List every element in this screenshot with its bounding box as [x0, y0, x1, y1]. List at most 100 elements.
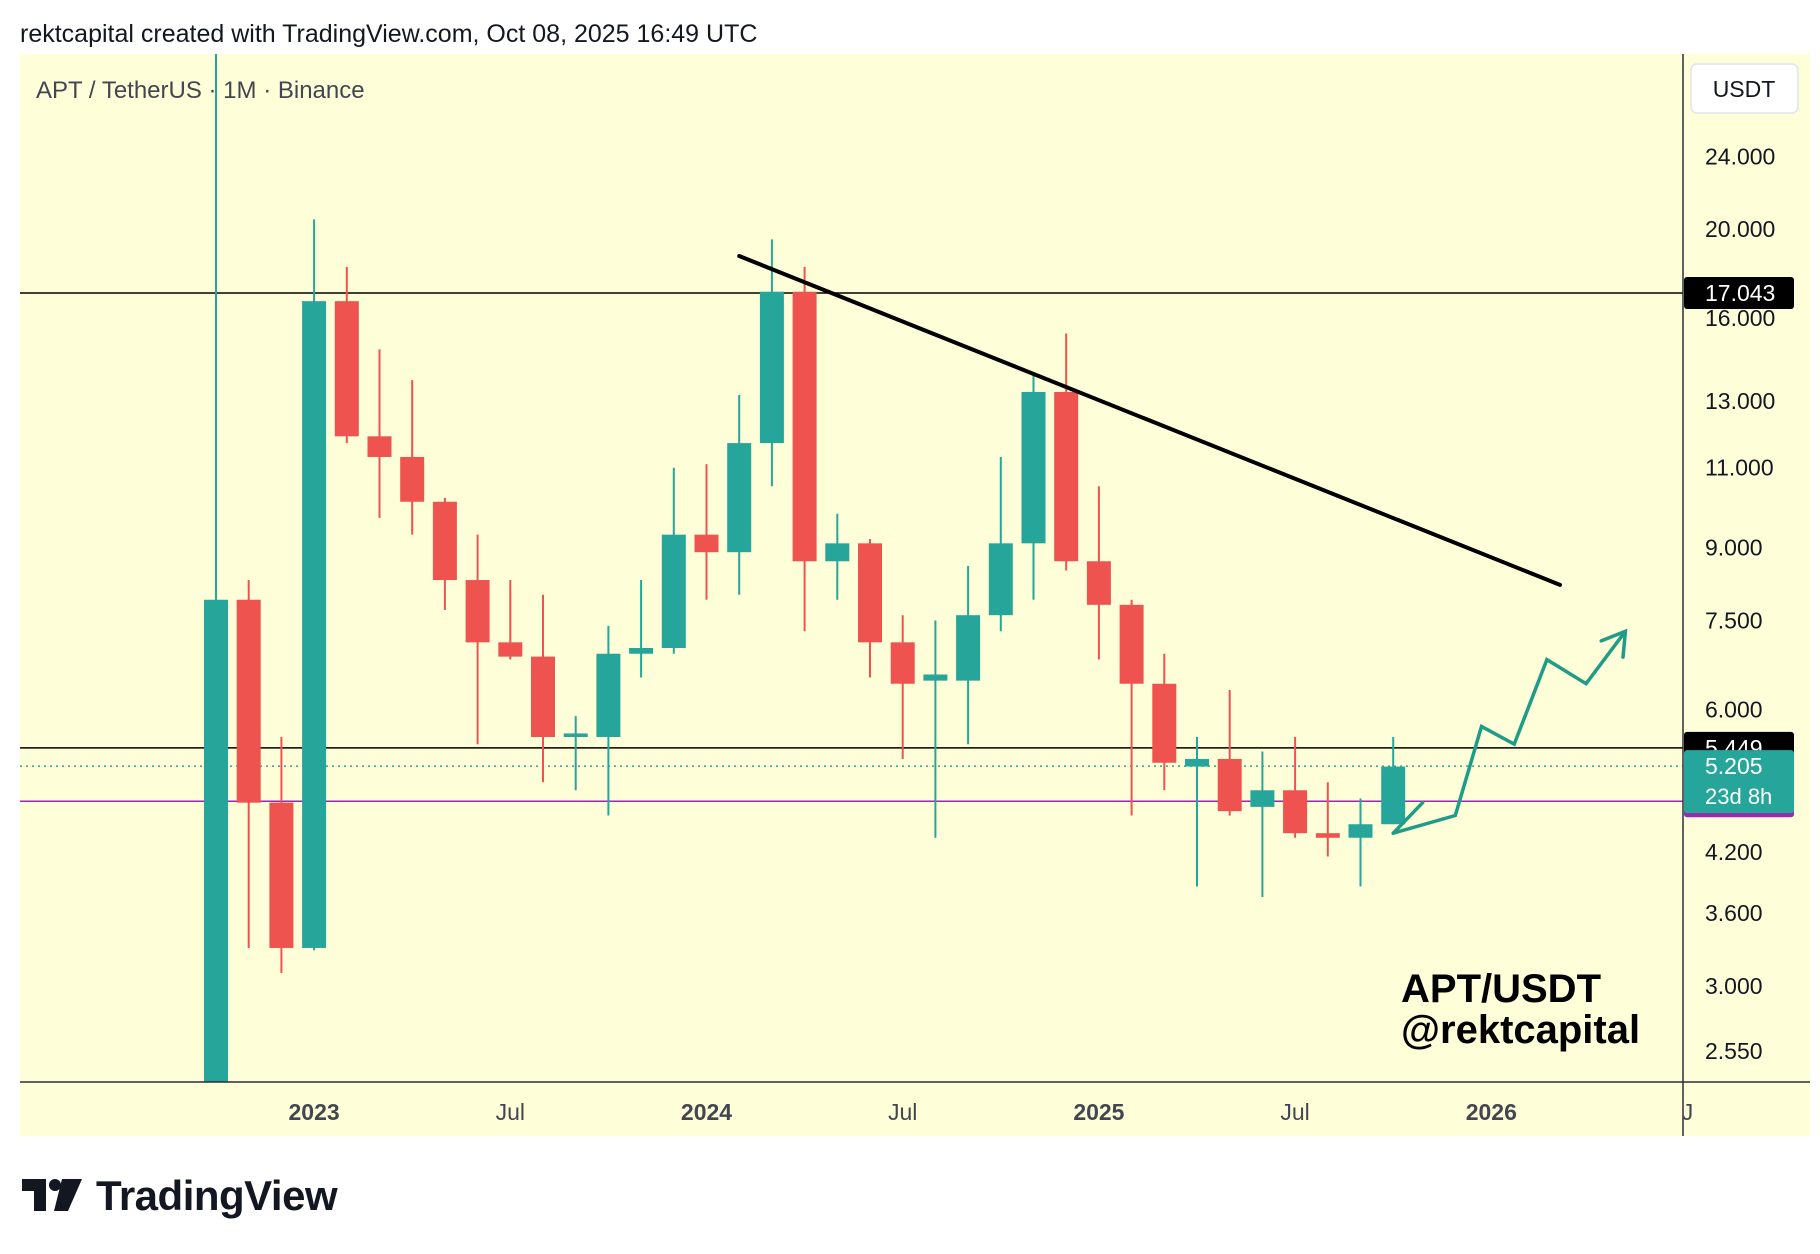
- candle: [759, 239, 784, 487]
- time-tick-label: 2026: [1466, 1099, 1517, 1125]
- candle: [400, 380, 425, 535]
- candle: [956, 565, 981, 745]
- candle-body: [1152, 683, 1177, 763]
- candle: [1152, 653, 1177, 791]
- candle: [825, 513, 850, 600]
- candle-body: [792, 291, 817, 562]
- candle-body: [694, 534, 719, 553]
- candle: [661, 467, 686, 654]
- projection-path: [1392, 630, 1627, 835]
- descending-trendline: [737, 254, 1562, 587]
- price-tick-label: 20.000: [1705, 216, 1775, 242]
- candle: [1381, 737, 1406, 825]
- candle-body: [596, 653, 621, 738]
- candle: [596, 625, 621, 816]
- currency-badge-label: USDT: [1713, 76, 1776, 102]
- candle-body: [1086, 561, 1111, 605]
- candle: [988, 456, 1013, 632]
- candle: [531, 594, 555, 783]
- candle: [629, 580, 654, 678]
- candle: [1086, 486, 1111, 660]
- candle-body: [269, 802, 294, 948]
- candle: [1250, 751, 1275, 897]
- candle: [727, 394, 752, 595]
- current-price-label-bg: [1684, 750, 1794, 814]
- resistance-label: 17.043: [1705, 280, 1775, 306]
- candle-body: [1185, 758, 1209, 767]
- candle: [1283, 737, 1308, 838]
- price-tick-label: 7.500: [1705, 607, 1763, 633]
- tradingview-brand-text: TradingView: [96, 1172, 338, 1219]
- time-tick-label: 2025: [1073, 1099, 1124, 1125]
- candle-body: [367, 436, 392, 457]
- projection-start-segment: [1391, 800, 1425, 835]
- candle: [1348, 798, 1373, 887]
- price-tick-label: 13.000: [1705, 388, 1775, 414]
- candle-body: [1217, 758, 1242, 812]
- bar-countdown-label: 23d 8h: [1705, 784, 1772, 809]
- candle: [204, 54, 228, 1082]
- candle: [1021, 374, 1046, 600]
- candle: [1054, 333, 1079, 571]
- watermark-pair: APT/USDT: [1401, 967, 1601, 1011]
- candle: [858, 538, 882, 678]
- candle-body: [1381, 766, 1406, 825]
- candle-body: [661, 534, 686, 648]
- tradingview-logo-icon: [22, 1179, 82, 1211]
- time-tick-label: J: [1682, 1099, 1694, 1125]
- price-tick-label: 24.000: [1705, 144, 1775, 170]
- candle-body: [988, 543, 1013, 616]
- price-tick-label: 11.000: [1705, 455, 1774, 481]
- currency-badge[interactable]: USDT: [1690, 63, 1799, 114]
- price-tick-label: 16.000: [1705, 305, 1775, 331]
- candle-body: [531, 656, 555, 738]
- candle: [432, 497, 457, 610]
- candle-body: [923, 674, 948, 681]
- candle-body: [302, 301, 327, 948]
- price-tick-label: 6.000: [1705, 696, 1763, 722]
- price-tick-label: 3.000: [1705, 973, 1763, 999]
- candle: [923, 620, 948, 838]
- horizontal-levels: [20, 292, 1683, 802]
- candle: [269, 737, 294, 973]
- candle: [498, 580, 523, 660]
- candle-body: [1054, 391, 1079, 562]
- candlestick-series: [204, 54, 1406, 1082]
- candle-body: [498, 642, 523, 657]
- time-tick-label: 2023: [289, 1099, 340, 1125]
- candle: [465, 534, 490, 745]
- symbol-info: APT / TetherUS · 1M · Binance: [36, 77, 365, 104]
- candle-body: [1283, 790, 1308, 834]
- candle-body: [629, 647, 654, 654]
- candle-body: [727, 443, 752, 553]
- projection-arrowhead: [1599, 628, 1628, 659]
- candle: [792, 266, 817, 632]
- candle: [563, 716, 588, 791]
- time-axis: 2023 Jul 2024 Jul 2025 Jul 2026 J: [289, 1099, 1694, 1125]
- candle-body: [204, 599, 228, 1082]
- resistance-label-bg: [1684, 277, 1794, 310]
- candle: [334, 266, 359, 444]
- current-price-label: 5.205: [1705, 753, 1763, 779]
- price-axis: 24.000 20.000 16.000 13.000 11.000 9.000 7.500…: [1705, 144, 1775, 1064]
- candle-body: [432, 501, 457, 581]
- candle-body: [956, 615, 981, 681]
- time-tick-label: 2024: [681, 1099, 732, 1125]
- candle-body: [825, 543, 850, 562]
- time-tick-label: Jul: [888, 1099, 917, 1125]
- candle-body: [1348, 824, 1373, 838]
- candle-body: [236, 599, 261, 803]
- candle-body: [465, 580, 490, 643]
- candle-body: [400, 456, 425, 502]
- watermark-author: @rektcapital: [1401, 1008, 1640, 1052]
- time-tick-label: Jul: [496, 1099, 525, 1125]
- candle-body: [890, 642, 915, 684]
- candle: [302, 219, 327, 951]
- candle: [890, 615, 915, 759]
- price-tick-label: 4.200: [1705, 839, 1763, 865]
- tradingview-logo[interactable]: TradingView: [22, 1172, 338, 1220]
- chart-attribution: rektcapital created with TradingView.com…: [20, 20, 758, 48]
- candle: [367, 349, 392, 518]
